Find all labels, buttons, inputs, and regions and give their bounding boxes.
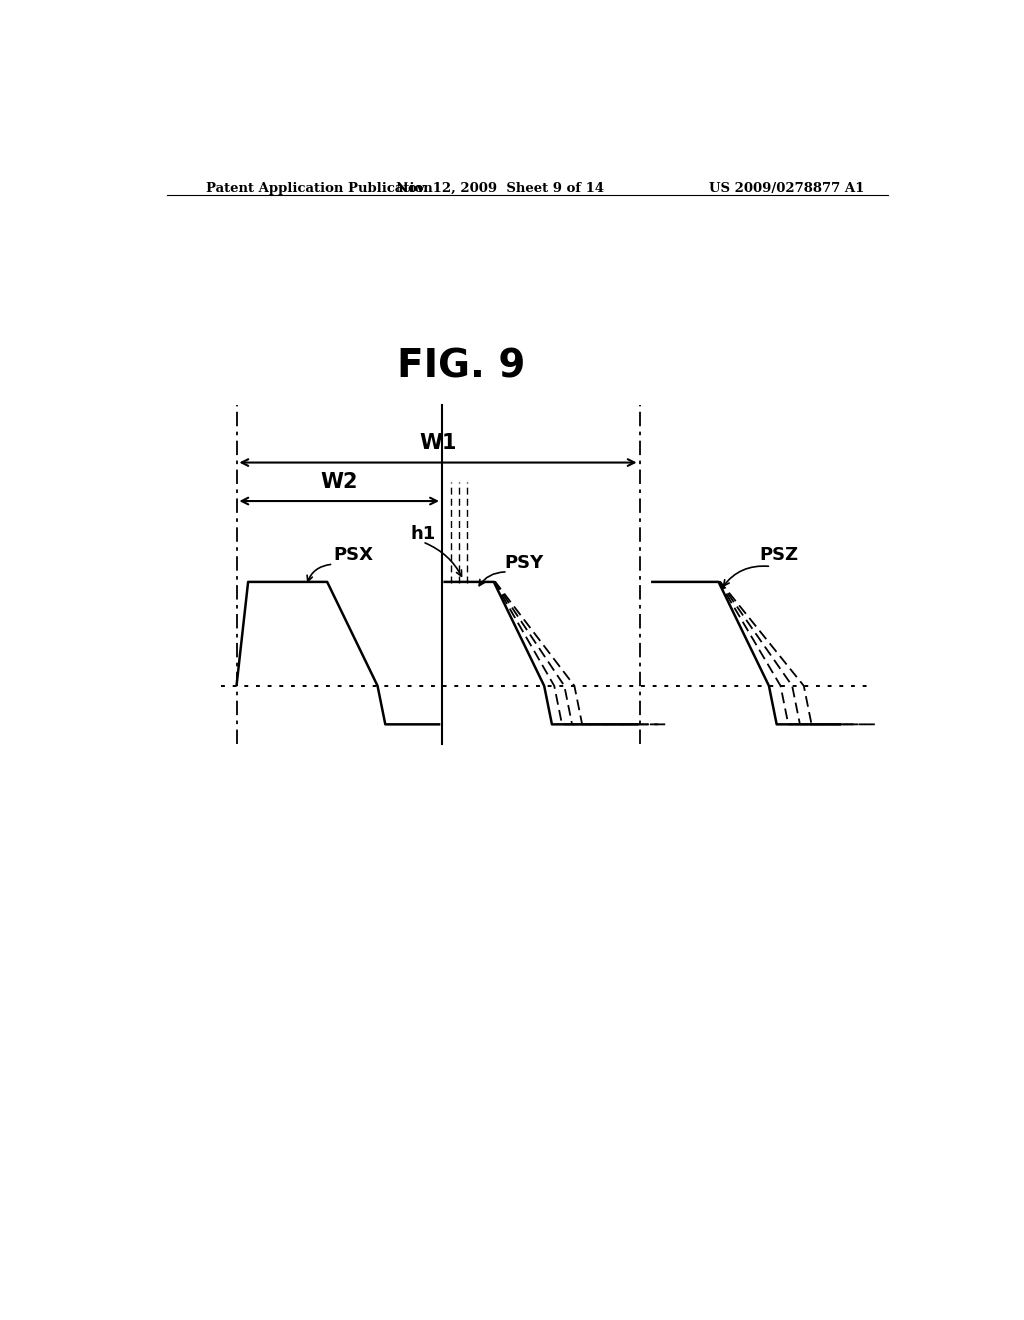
Text: Patent Application Publication: Patent Application Publication [206,182,432,194]
Text: FIG. 9: FIG. 9 [397,347,525,385]
Text: h1: h1 [411,525,436,543]
Text: W1: W1 [419,433,457,453]
Text: W2: W2 [321,471,358,492]
Text: PSY: PSY [504,553,543,572]
Text: PSZ: PSZ [760,546,799,564]
Text: US 2009/0278877 A1: US 2009/0278877 A1 [709,182,864,194]
Text: PSX: PSX [334,546,374,564]
Text: Nov. 12, 2009  Sheet 9 of 14: Nov. 12, 2009 Sheet 9 of 14 [396,182,604,194]
